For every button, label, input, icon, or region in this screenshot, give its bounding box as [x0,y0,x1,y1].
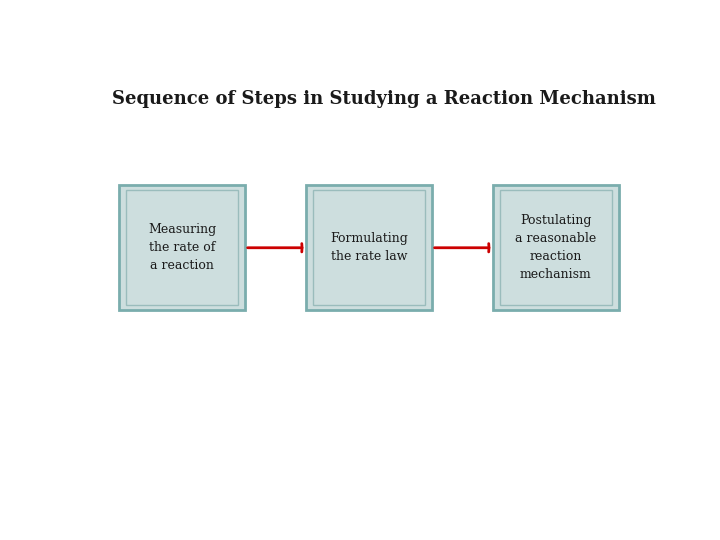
Bar [306,185,432,310]
Text: Measuring
the rate of
a reaction: Measuring the rate of a reaction [148,223,216,272]
Bar [493,185,618,310]
Bar [313,191,425,305]
Text: Formulating
the rate law: Formulating the rate law [330,232,408,264]
Bar [500,191,612,305]
Bar [120,185,245,310]
Text: Postulating
a reasonable
reaction
mechanism: Postulating a reasonable reaction mechan… [516,214,597,281]
Text: Sequence of Steps in Studying a Reaction Mechanism: Sequence of Steps in Studying a Reaction… [112,90,656,108]
Bar [126,191,238,305]
